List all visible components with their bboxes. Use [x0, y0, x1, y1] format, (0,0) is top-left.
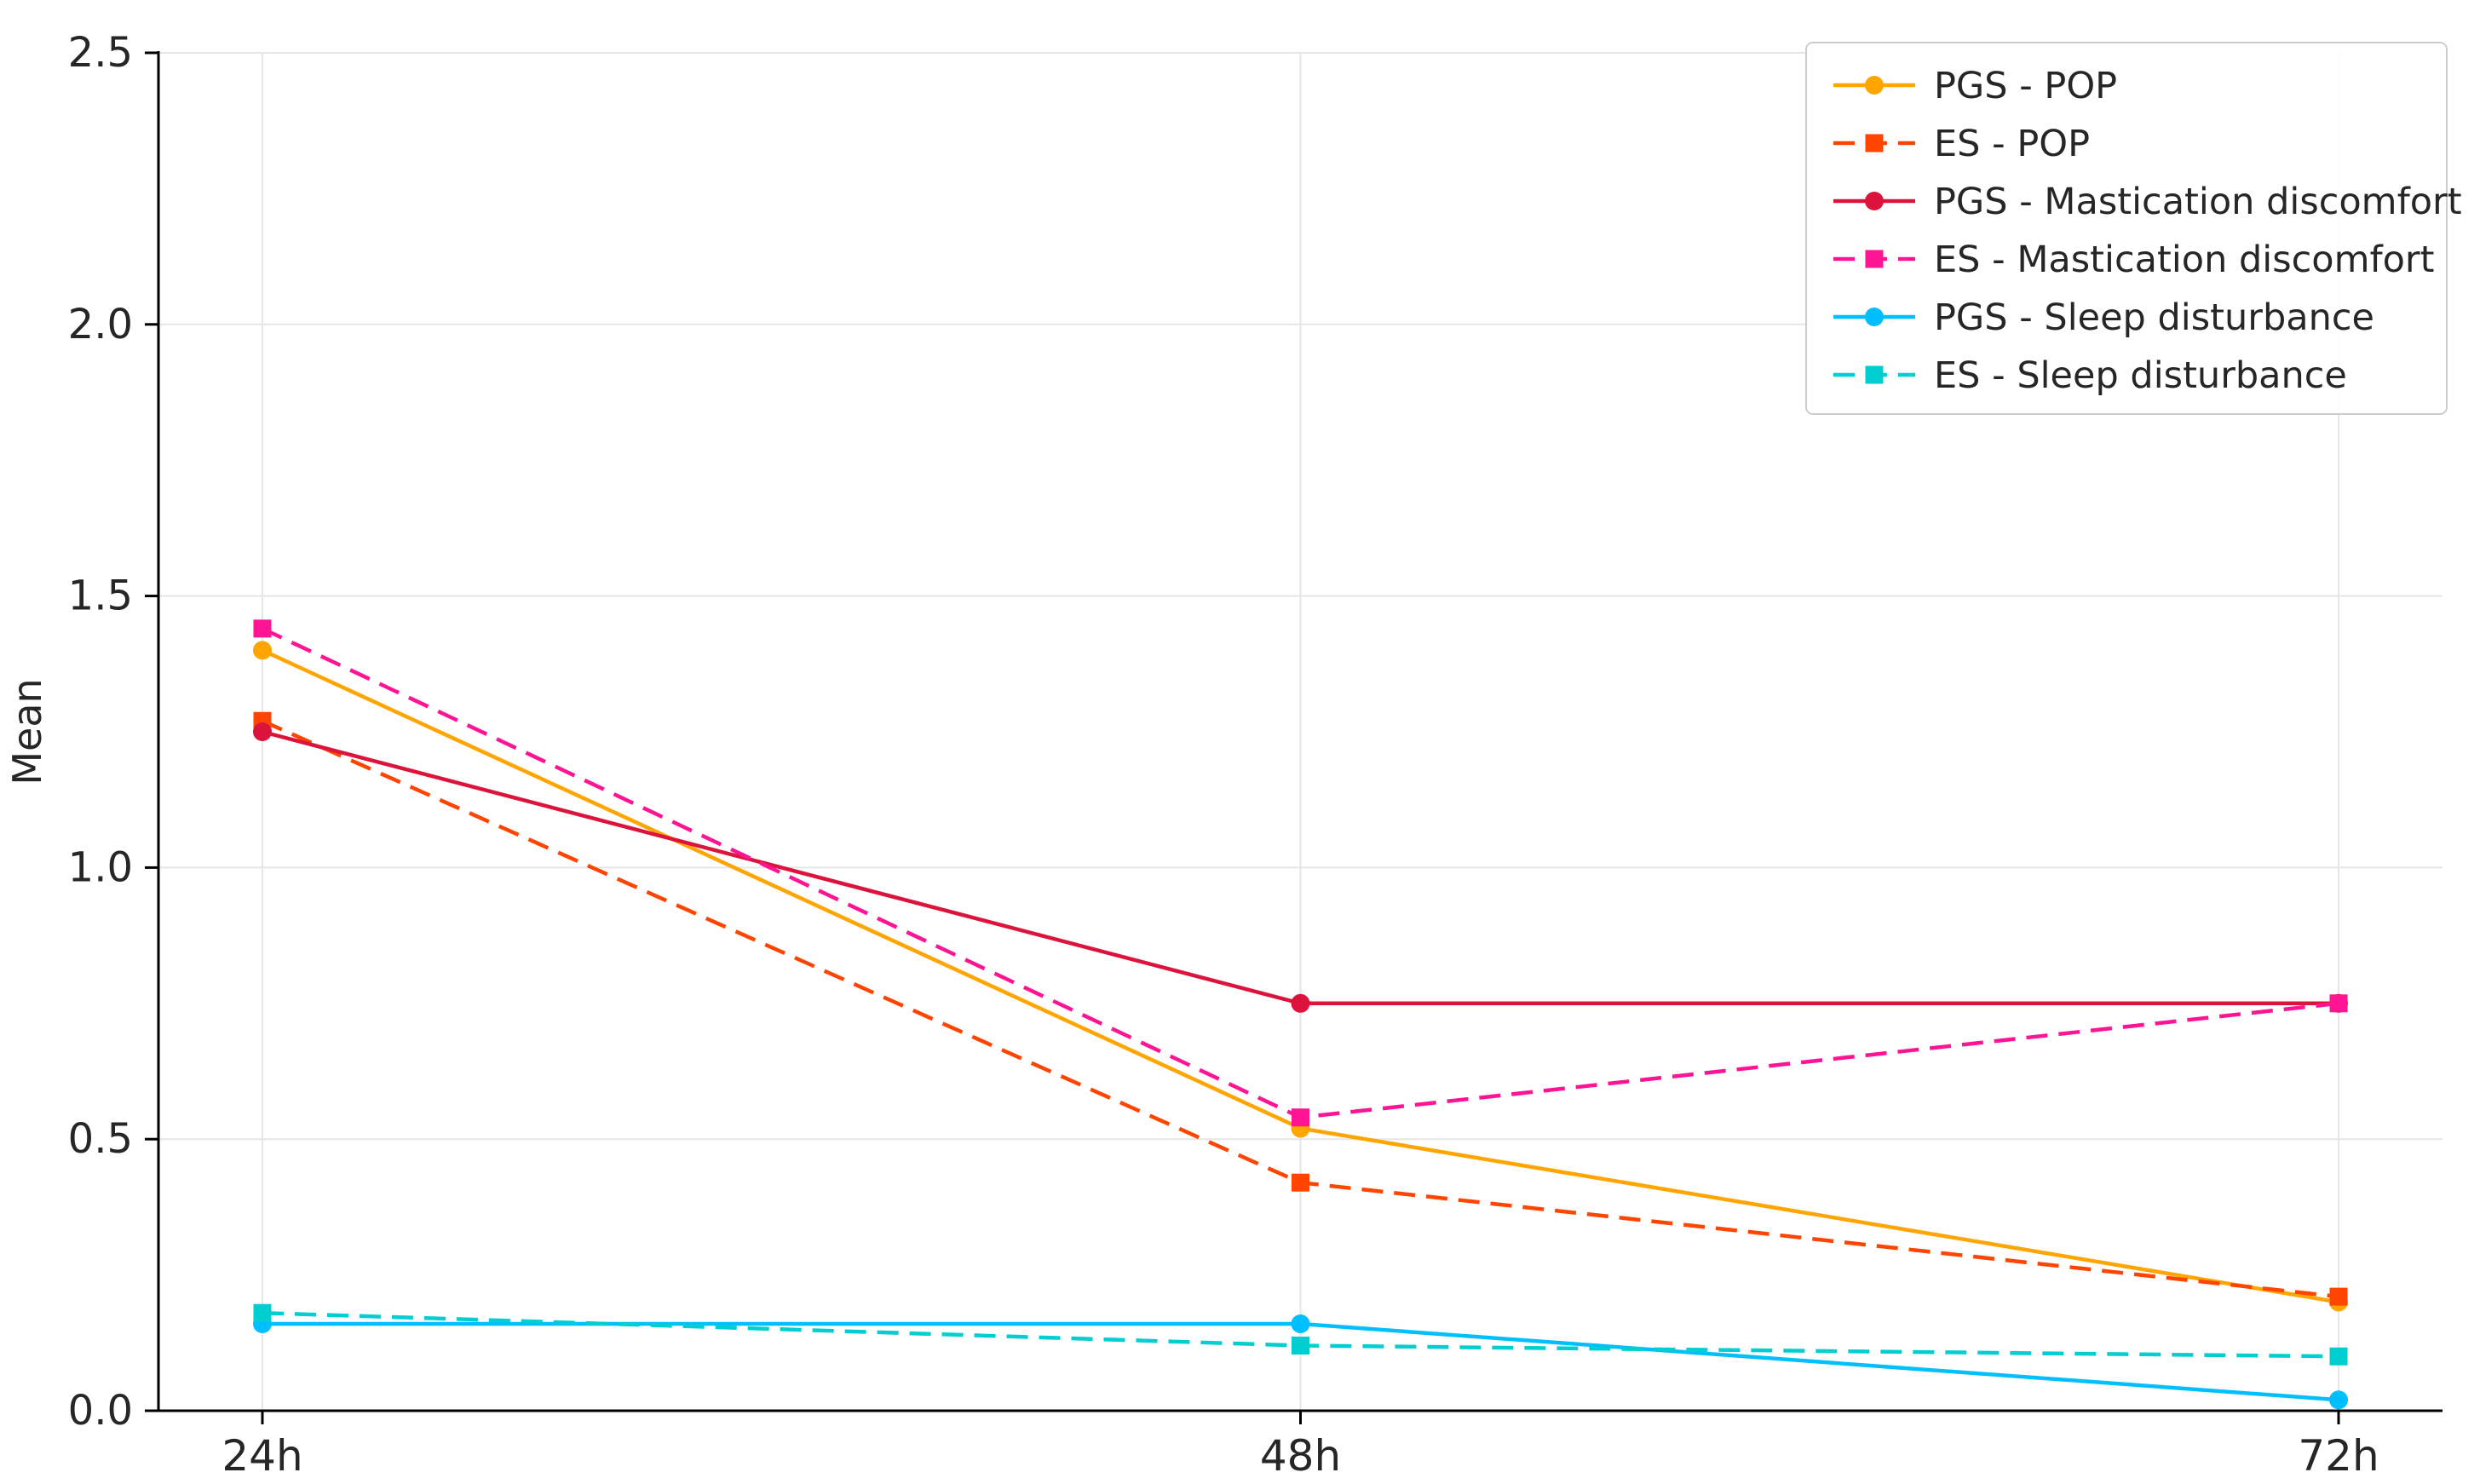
series-es-sleep-disturbance [253, 1303, 2348, 1366]
marker-circle [1865, 192, 1884, 210]
y-tick-label: 2.0 [68, 301, 133, 348]
x-tick-label-48h: 48h [1260, 1431, 1341, 1481]
marker-square [1865, 134, 1884, 152]
axes: 0.0 0.5 1.0 1.5 2.0 2.5 24h 48h 72h [68, 29, 2443, 1481]
legend-label: ES - Mastication discomfort [1934, 239, 2434, 281]
marker-circle [252, 722, 272, 741]
y-tick-label: 2.5 [68, 29, 133, 77]
marker-square [1292, 1336, 1309, 1355]
legend: PGS - POP ES - POP PGS - Mastication disco… [1805, 42, 2462, 415]
legend-label: PGS - POP [1934, 65, 2117, 107]
marker-circle [1865, 76, 1884, 95]
marker-square [2329, 1347, 2348, 1366]
marker-square [2329, 994, 2348, 1013]
y-tick-label: 1.5 [68, 572, 133, 620]
legend-label: PGS - Sleep disturbance [1934, 296, 2374, 339]
marker-square [253, 1303, 272, 1322]
y-axis-label: Mean [4, 678, 50, 785]
marker-square [1865, 250, 1884, 268]
marker-circle [1291, 993, 1310, 1013]
marker-square [253, 619, 272, 638]
marker-circle [2329, 1390, 2349, 1410]
marker-square [1292, 1173, 1309, 1192]
y-tick-label: 1.0 [68, 843, 133, 891]
series-es-mastication-discomfort [253, 619, 2348, 1127]
legend-label: ES - POP [1934, 123, 2090, 165]
marker-circle [1865, 308, 1884, 326]
marker-circle [252, 641, 272, 660]
x-tick-label-72h: 72h [2298, 1431, 2379, 1481]
marker-square [1865, 365, 1884, 384]
marker-circle [1291, 1314, 1310, 1333]
marker-square [2329, 1287, 2348, 1306]
legend-box [1805, 42, 2448, 415]
legend-item-es-sleep-disturbance: ES - Sleep disturbance [1833, 354, 2347, 397]
legend-item-pgs-mastication-discomfort: PGS - Mastication discomfort [1833, 181, 2462, 223]
marker-square [1292, 1108, 1309, 1127]
legend-item-pgs-sleep-disturbance: PGS - Sleep disturbance [1833, 296, 2374, 339]
x-tick-label-24h: 24h [222, 1431, 302, 1481]
y-tick-label: 0.5 [68, 1115, 133, 1163]
legend-item-pgs-pop: PGS - POP [1833, 65, 2117, 107]
legend-label: ES - Sleep disturbance [1934, 354, 2347, 397]
legend-item-es-pop: ES - POP [1833, 123, 2090, 165]
legend-label: PGS - Mastication discomfort [1934, 181, 2462, 223]
legend-item-es-mastication-discomfort: ES - Mastication discomfort [1833, 239, 2434, 281]
y-tick-label: 0.0 [68, 1387, 133, 1435]
